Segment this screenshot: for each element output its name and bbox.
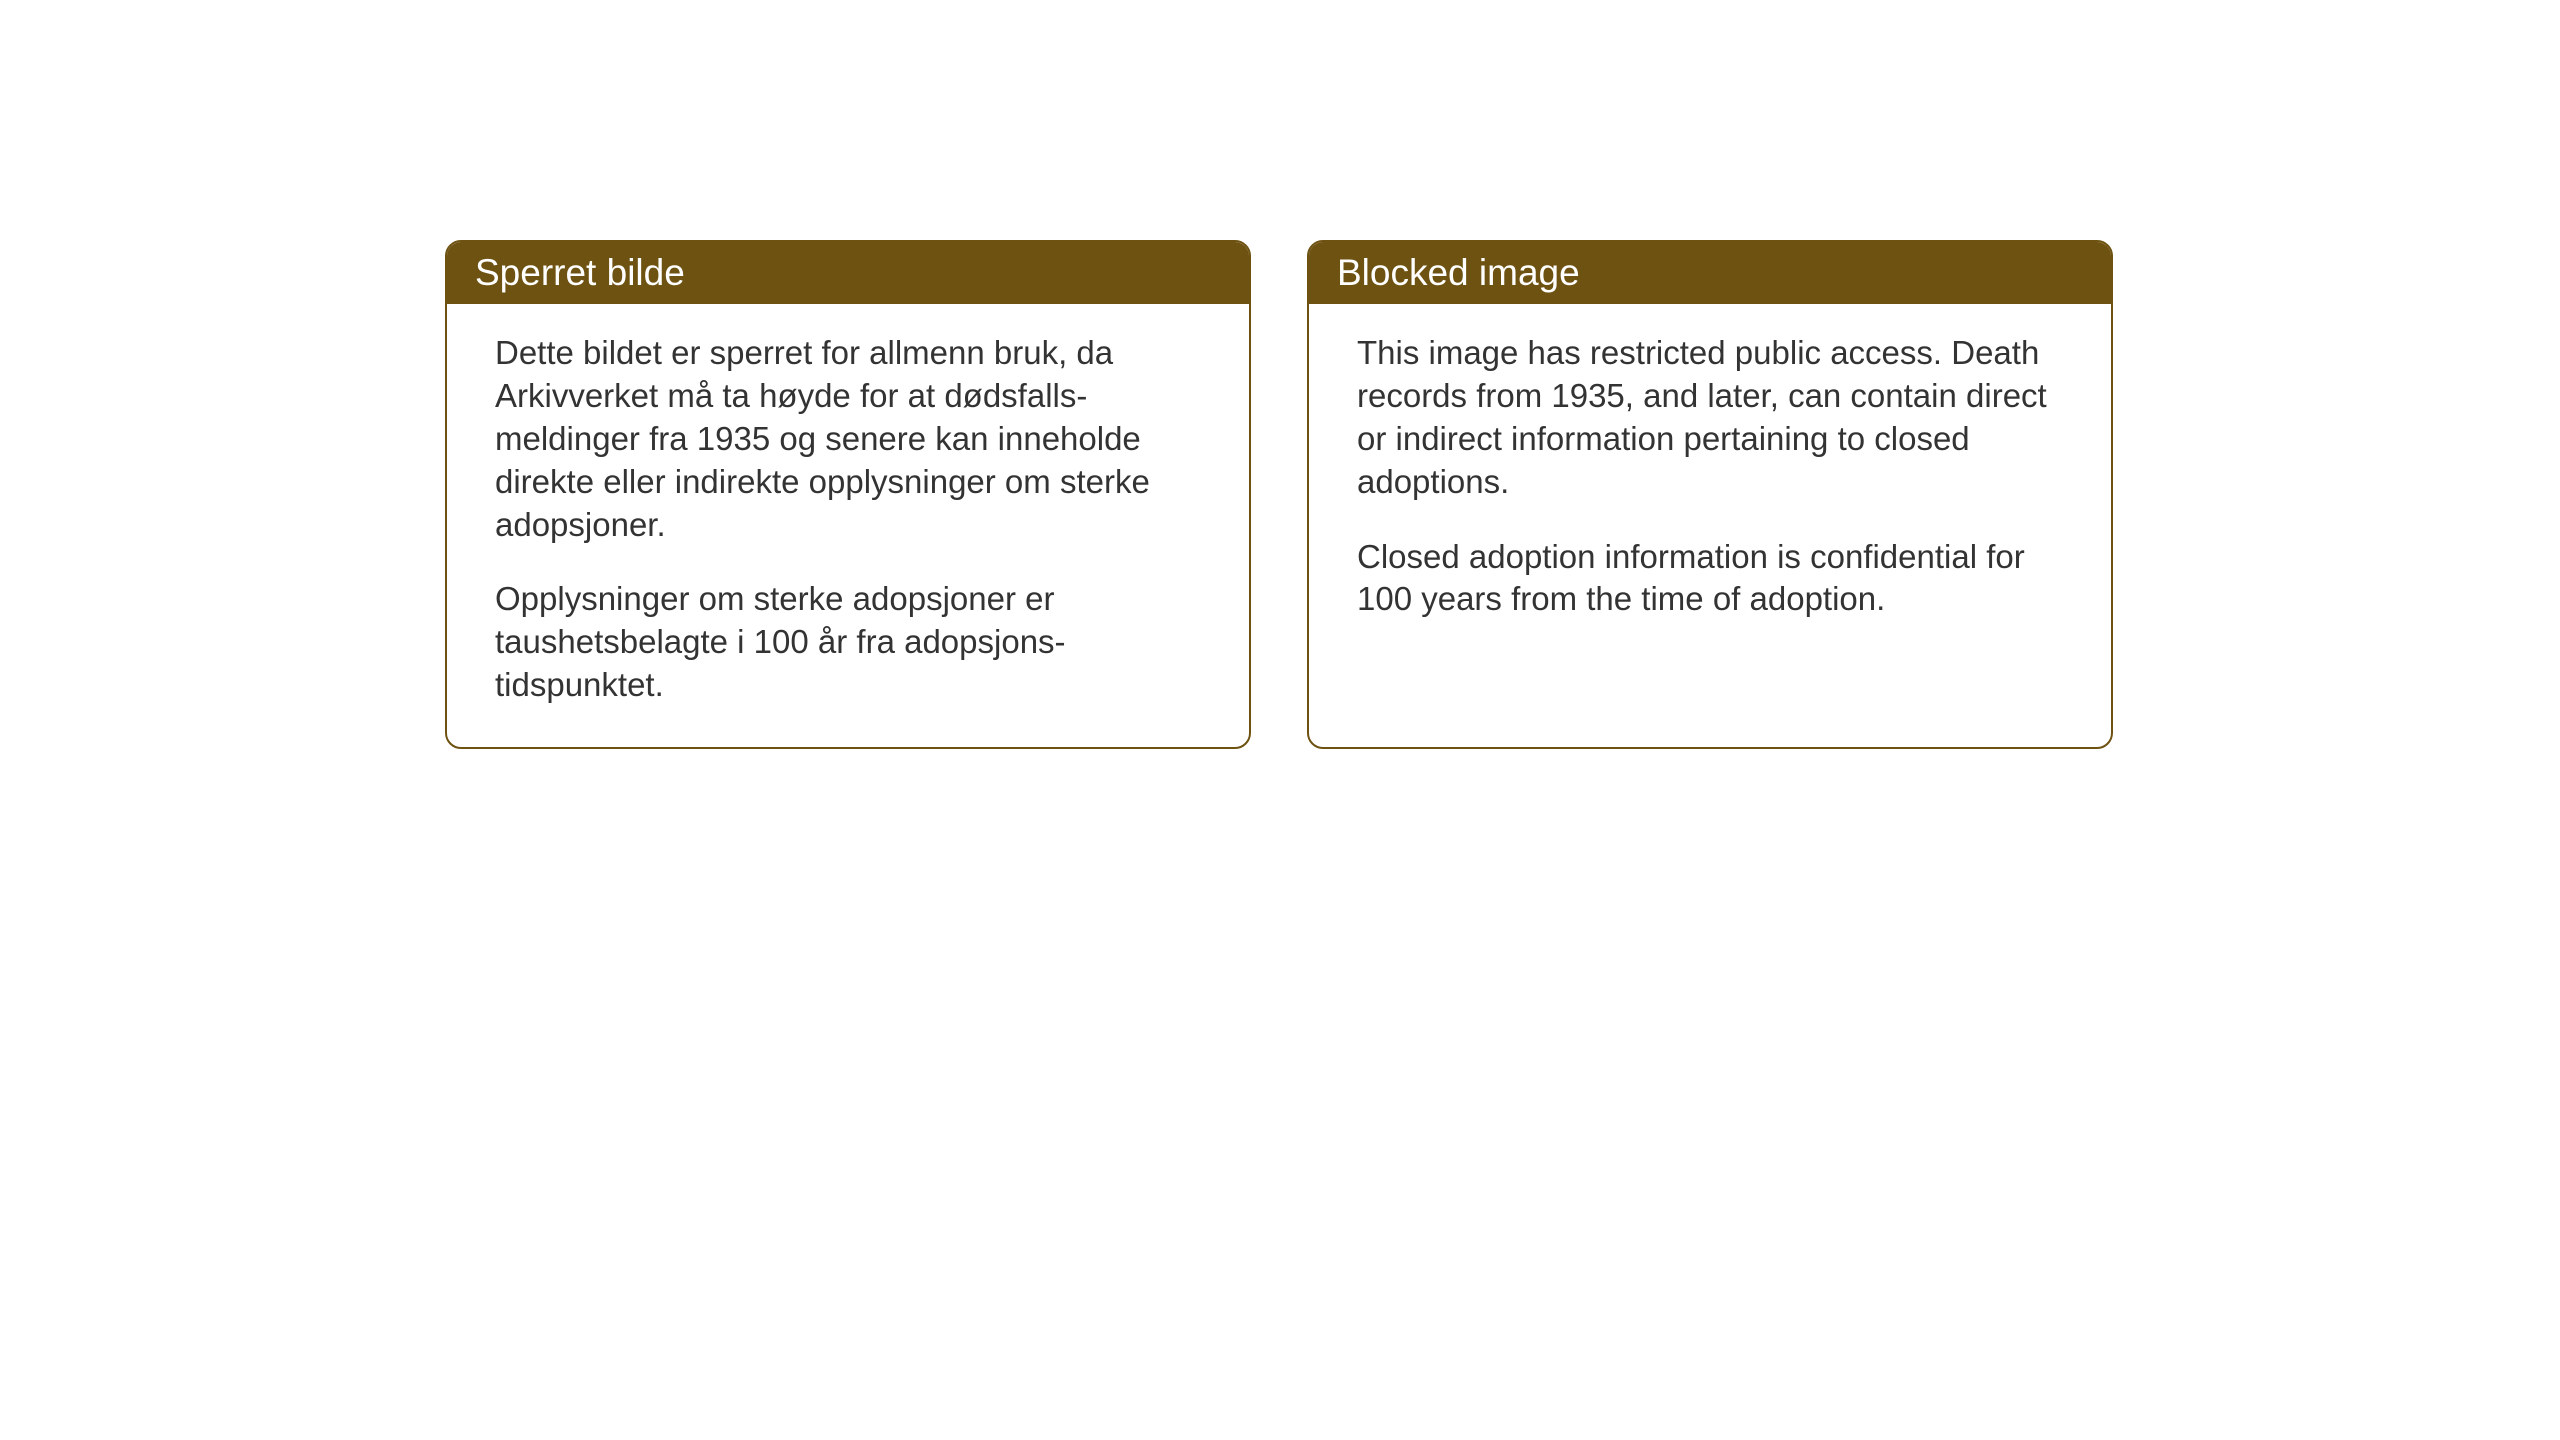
notice-paragraph-1-norwegian: Dette bildet er sperret for allmenn bruk… <box>495 332 1201 546</box>
notice-paragraph-1-english: This image has restricted public access.… <box>1357 332 2063 504</box>
notice-body-english: This image has restricted public access.… <box>1309 304 2111 661</box>
notice-paragraph-2-english: Closed adoption information is confident… <box>1357 536 2063 622</box>
notice-container: Sperret bilde Dette bildet er sperret fo… <box>445 240 2113 749</box>
notice-header-english: Blocked image <box>1309 242 2111 304</box>
notice-title-english: Blocked image <box>1337 252 1580 293</box>
notice-title-norwegian: Sperret bilde <box>475 252 685 293</box>
notice-box-english: Blocked image This image has restricted … <box>1307 240 2113 749</box>
notice-header-norwegian: Sperret bilde <box>447 242 1249 304</box>
notice-body-norwegian: Dette bildet er sperret for allmenn bruk… <box>447 304 1249 747</box>
notice-paragraph-2-norwegian: Opplysninger om sterke adopsjoner er tau… <box>495 578 1201 707</box>
notice-box-norwegian: Sperret bilde Dette bildet er sperret fo… <box>445 240 1251 749</box>
